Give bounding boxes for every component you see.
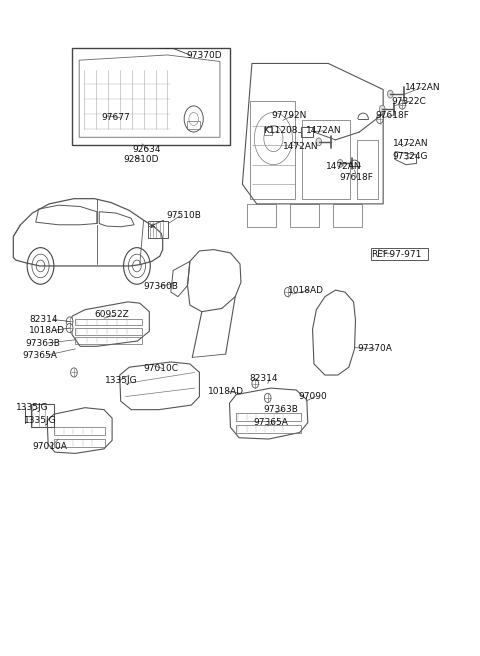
Text: 1472AN: 1472AN (393, 138, 428, 148)
Text: 1472AN: 1472AN (326, 161, 361, 171)
Text: 60952Z: 60952Z (95, 310, 129, 319)
Bar (72, 49, 229, 145)
Text: 97792N: 97792N (271, 111, 306, 119)
Text: 1018AD: 1018AD (29, 326, 65, 335)
Bar (371, 249, 428, 260)
Circle shape (399, 100, 406, 109)
Circle shape (252, 379, 259, 388)
Bar (290, 204, 319, 227)
Bar (148, 221, 168, 238)
Text: 97365A: 97365A (253, 419, 288, 427)
Text: 97363B: 97363B (25, 338, 60, 348)
Bar (333, 204, 362, 227)
Text: 92634: 92634 (132, 145, 161, 154)
Text: 82314: 82314 (29, 315, 58, 324)
Bar (31, 404, 54, 427)
Text: 97090: 97090 (299, 392, 327, 401)
Text: 97360B: 97360B (144, 282, 179, 291)
Text: 1018AD: 1018AD (288, 285, 324, 295)
Text: 1472AN: 1472AN (405, 83, 440, 92)
Circle shape (66, 323, 73, 333)
Text: 1335JG: 1335JG (24, 417, 57, 425)
Bar (54, 427, 106, 435)
Circle shape (316, 138, 322, 146)
Bar (75, 319, 142, 325)
Text: 97370D: 97370D (186, 51, 222, 60)
Circle shape (387, 91, 393, 98)
Circle shape (376, 114, 383, 123)
Bar (250, 100, 295, 199)
Text: 97324G: 97324G (393, 152, 428, 161)
Text: 97365A: 97365A (23, 351, 58, 360)
Text: 92810D: 92810D (123, 155, 158, 164)
Text: 97010A: 97010A (33, 442, 67, 451)
Circle shape (264, 394, 271, 403)
Bar (54, 439, 106, 447)
Text: 82314: 82314 (250, 375, 278, 384)
Circle shape (66, 317, 73, 326)
Text: 97677: 97677 (102, 113, 131, 122)
Bar (75, 328, 142, 335)
Text: 97010C: 97010C (144, 364, 179, 373)
Bar (187, 121, 200, 129)
Text: REF.97-971: REF.97-971 (371, 251, 421, 259)
Text: 1472AN: 1472AN (283, 142, 319, 151)
Bar (236, 424, 300, 432)
Text: 1335JG: 1335JG (106, 376, 138, 385)
Text: K11208: K11208 (263, 126, 298, 135)
Text: 97618F: 97618F (375, 111, 409, 119)
Bar (75, 337, 142, 344)
Circle shape (284, 287, 291, 297)
Text: 1018AD: 1018AD (207, 387, 243, 396)
Circle shape (71, 368, 77, 377)
Text: 97322C: 97322C (392, 97, 427, 106)
Circle shape (379, 105, 385, 113)
Text: 1472AN: 1472AN (306, 126, 341, 135)
Bar (236, 413, 300, 420)
Text: 1335JG: 1335JG (16, 403, 48, 412)
Bar (302, 120, 350, 199)
Bar (264, 127, 273, 134)
Bar (247, 204, 276, 227)
Bar (301, 127, 313, 137)
Circle shape (337, 159, 343, 167)
Bar (357, 140, 378, 199)
Text: 97618F: 97618F (339, 173, 373, 182)
Text: 97370A: 97370A (357, 344, 392, 354)
Text: 97363B: 97363B (263, 405, 298, 414)
Text: 97510B: 97510B (166, 211, 201, 220)
